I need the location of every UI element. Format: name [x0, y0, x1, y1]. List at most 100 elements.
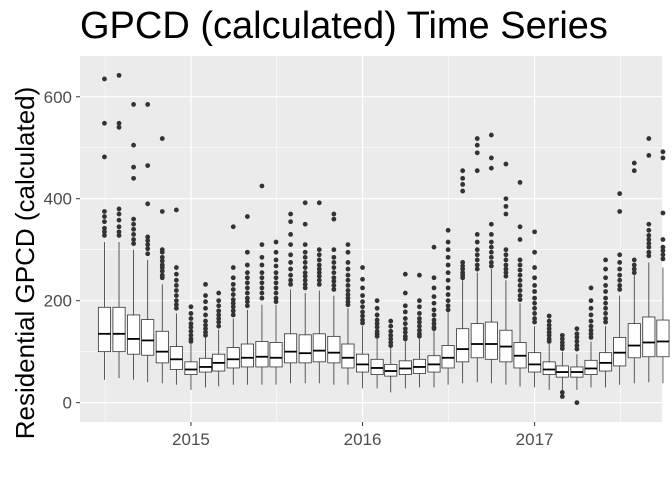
- outlier-point: [102, 76, 107, 82]
- box-2016-12: [513, 180, 527, 387]
- outlier-point: [216, 308, 222, 314]
- box-2017-01: [528, 229, 542, 388]
- box-2015-08: [284, 211, 298, 384]
- outlier-point: [559, 346, 565, 351]
- outlier-point: [188, 316, 194, 321]
- iqr-box: [441, 345, 455, 369]
- outlier-point: [316, 262, 322, 268]
- outlier-point: [159, 268, 165, 274]
- box-2015-04: [226, 224, 240, 385]
- outlier-point: [617, 252, 623, 258]
- outlier-point: [402, 316, 408, 321]
- outlier-point: [603, 275, 608, 281]
- outlier-point: [102, 229, 107, 235]
- outlier-point: [588, 285, 594, 291]
- outlier-point: [588, 334, 594, 340]
- outlier-point: [188, 304, 194, 310]
- box-2017-03: [555, 332, 569, 399]
- outlier-point: [517, 272, 523, 278]
- outlier-point: [503, 266, 509, 272]
- iqr-box: [356, 353, 370, 373]
- outlier-point: [603, 289, 608, 294]
- outlier-point: [345, 260, 351, 265]
- outlier-point: [445, 227, 451, 233]
- outlier-point: [532, 295, 537, 301]
- outlier-point: [402, 321, 408, 327]
- outlier-point: [532, 229, 537, 235]
- outlier-point: [131, 241, 136, 246]
- outlier-point: [159, 258, 165, 264]
- box-2017-05: [584, 285, 598, 388]
- outlier-point: [288, 281, 294, 287]
- outlier-point: [116, 233, 122, 238]
- outlier-point: [244, 290, 250, 296]
- outlier-point: [546, 322, 552, 328]
- iqr-box: [169, 346, 183, 370]
- outlier-point: [546, 326, 552, 332]
- outlier-point: [603, 257, 608, 263]
- iqr-box: [284, 333, 298, 364]
- iqr-box: [370, 358, 384, 375]
- outlier-point: [402, 303, 408, 309]
- outlier-point: [244, 285, 250, 291]
- outlier-point: [374, 333, 380, 339]
- x-tick-label: 2016: [344, 430, 382, 449]
- outlier-point: [273, 249, 279, 255]
- outlier-point: [316, 270, 322, 276]
- iqr-box: [155, 330, 169, 364]
- outlier-point: [532, 275, 537, 281]
- iqr-box: [199, 357, 213, 373]
- outlier-point: [102, 120, 107, 126]
- outlier-point: [273, 263, 279, 269]
- outlier-point: [588, 312, 594, 318]
- outlier-point: [216, 312, 222, 318]
- outlier-point: [116, 72, 122, 78]
- outlier-point: [631, 270, 637, 276]
- x-tick-label: 2017: [516, 430, 554, 449]
- outlier-point: [660, 256, 666, 262]
- outlier-point: [288, 242, 294, 248]
- iqr-box: [627, 323, 641, 359]
- outlier-point: [474, 150, 480, 156]
- outlier-point: [532, 300, 537, 306]
- outlier-point: [503, 161, 509, 167]
- box-2016-10: [484, 132, 498, 384]
- outlier-point: [445, 270, 451, 276]
- outlier-point: [316, 273, 322, 279]
- outlier-point: [488, 239, 494, 245]
- outlier-point: [316, 252, 322, 258]
- box-2015-02: [199, 281, 213, 388]
- outlier-point: [532, 319, 537, 325]
- box-2017-07: [613, 191, 627, 385]
- outlier-point: [360, 309, 365, 315]
- outlier-point: [431, 285, 437, 291]
- outlier-point: [173, 298, 179, 304]
- outlier-point: [532, 289, 537, 294]
- outlier-point: [259, 285, 265, 291]
- outlier-point: [102, 233, 107, 238]
- outlier-point: [574, 400, 580, 406]
- outlier-point: [259, 183, 265, 189]
- outlier-point: [173, 271, 179, 277]
- outlier-point: [460, 175, 466, 181]
- outlier-point: [431, 321, 437, 327]
- outlier-point: [302, 242, 308, 248]
- outlier-point: [603, 266, 608, 272]
- outlier-point: [574, 346, 580, 352]
- outlier-point: [302, 273, 308, 279]
- box-2017-04: [570, 326, 584, 406]
- iqr-box: [269, 342, 283, 368]
- outlier-point: [131, 175, 136, 181]
- outlier-point: [102, 214, 107, 219]
- outlier-point: [230, 312, 236, 318]
- y-axis: 0 200 400 600: [44, 88, 80, 413]
- outlier-point: [517, 267, 523, 273]
- outlier-point: [660, 237, 666, 242]
- outlier-point: [660, 248, 666, 254]
- outlier-point: [532, 282, 537, 288]
- outlier-point: [345, 272, 351, 278]
- outlier-point: [474, 136, 480, 141]
- box-2016-04: [398, 271, 412, 389]
- outlier-point: [244, 295, 250, 301]
- outlier-point: [474, 257, 480, 263]
